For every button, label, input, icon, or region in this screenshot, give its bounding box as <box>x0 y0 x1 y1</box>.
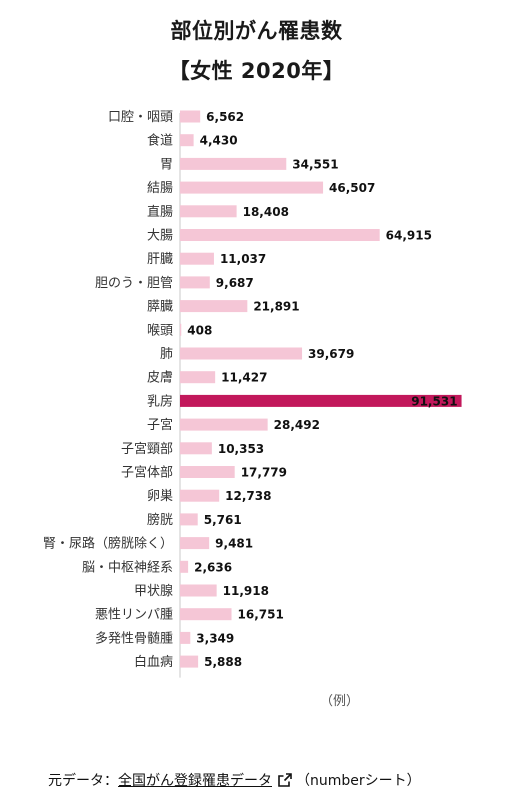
bar <box>180 229 380 241</box>
category-label: 大腸 <box>147 229 173 244</box>
bar <box>180 157 287 170</box>
value-label: 10,353 <box>218 442 264 456</box>
category-label: 子宮体部 <box>121 465 173 481</box>
category-label: 喉頭 <box>147 323 173 338</box>
category-label: 白血病 <box>134 654 173 670</box>
value-label: 9,481 <box>215 537 253 551</box>
bar <box>180 489 220 502</box>
category-label: 悪性リンパ腫 <box>95 607 173 623</box>
bar <box>180 418 268 431</box>
bar <box>180 655 199 668</box>
value-label: 21,891 <box>253 300 299 314</box>
value-label: 34,551 <box>292 157 338 171</box>
category-label: 卵巣 <box>147 489 173 504</box>
bar <box>180 513 198 526</box>
bar <box>180 442 212 455</box>
category-label: 結腸 <box>147 181 173 196</box>
category-label: 腎・尿路（膀胱除く） <box>43 536 173 552</box>
value-label: 91,531 <box>411 394 457 408</box>
example-note: （例） <box>320 694 360 709</box>
value-label: 39,679 <box>308 347 354 361</box>
source-line: 元データ：全国がん登録罹患データ （numberシート） <box>48 770 421 791</box>
value-label: 46,507 <box>329 181 375 195</box>
bar <box>180 181 324 194</box>
bar <box>180 537 210 550</box>
bar <box>180 584 217 597</box>
bar <box>180 134 194 147</box>
source-prefix: 元データ： <box>48 773 118 789</box>
value-label: 11,918 <box>223 584 269 598</box>
bar <box>180 560 189 573</box>
value-label: 9,687 <box>216 276 254 290</box>
category-label: 口腔・咽頭 <box>108 110 173 125</box>
value-label: 28,492 <box>274 418 320 432</box>
category-label: 肝臓 <box>147 252 173 267</box>
bar <box>180 347 303 360</box>
category-label: 子宮 <box>147 417 173 433</box>
value-label: 17,779 <box>241 466 287 480</box>
external-link-icon[interactable] <box>278 773 292 791</box>
value-label: 3,349 <box>196 631 234 645</box>
bar <box>180 631 191 644</box>
bar <box>180 276 210 289</box>
bar-chart: 口腔・咽頭 6,562 食道 4,430 胃 34,551 結腸 46,507 直腸 18,408… <box>43 110 462 678</box>
value-label: 11,427 <box>221 371 267 385</box>
bar <box>180 608 232 621</box>
value-label: 4,430 <box>200 134 238 148</box>
chart-title: 部位別がん罹患数 <box>170 19 343 43</box>
value-label: 5,888 <box>204 655 242 669</box>
bar <box>180 110 201 123</box>
category-label: 胃 <box>160 157 173 172</box>
bar <box>180 466 235 478</box>
category-label: 皮膚 <box>147 370 173 386</box>
category-label: 直腸 <box>147 205 173 220</box>
value-label: 64,915 <box>386 229 432 243</box>
category-label: 食道 <box>147 133 173 149</box>
value-label: 2,636 <box>194 560 232 574</box>
category-label: 胆のう・胆管 <box>95 276 173 291</box>
bar <box>180 205 237 218</box>
category-label: 脳・中枢神経系 <box>82 560 173 575</box>
category-label: 子宮頸部 <box>121 441 173 457</box>
category-label: 多発性骨髄腫 <box>95 630 173 646</box>
bar <box>180 323 182 336</box>
value-label: 11,037 <box>220 252 266 266</box>
value-label: 18,408 <box>243 205 289 219</box>
category-label: 膵臓 <box>147 300 173 315</box>
source-link[interactable]: 全国がん登録罹患データ <box>118 773 272 789</box>
source-suffix: （numberシート） <box>296 773 421 789</box>
bar-highlight <box>180 394 462 407</box>
value-label: 16,751 <box>238 608 284 622</box>
value-label: 5,761 <box>204 513 242 527</box>
bar <box>180 252 214 265</box>
value-label: 12,738 <box>225 489 271 503</box>
value-label: 408 <box>187 323 212 337</box>
chart-subtitle: 【女性 2020年】 <box>168 59 345 83</box>
category-label: 甲状腺 <box>134 584 173 599</box>
bar <box>180 300 248 313</box>
category-label: 膀胱 <box>147 512 173 528</box>
category-label: 肺 <box>160 347 173 362</box>
value-label: 6,562 <box>206 110 244 124</box>
bar <box>180 371 216 384</box>
category-label: 乳房 <box>147 393 173 409</box>
